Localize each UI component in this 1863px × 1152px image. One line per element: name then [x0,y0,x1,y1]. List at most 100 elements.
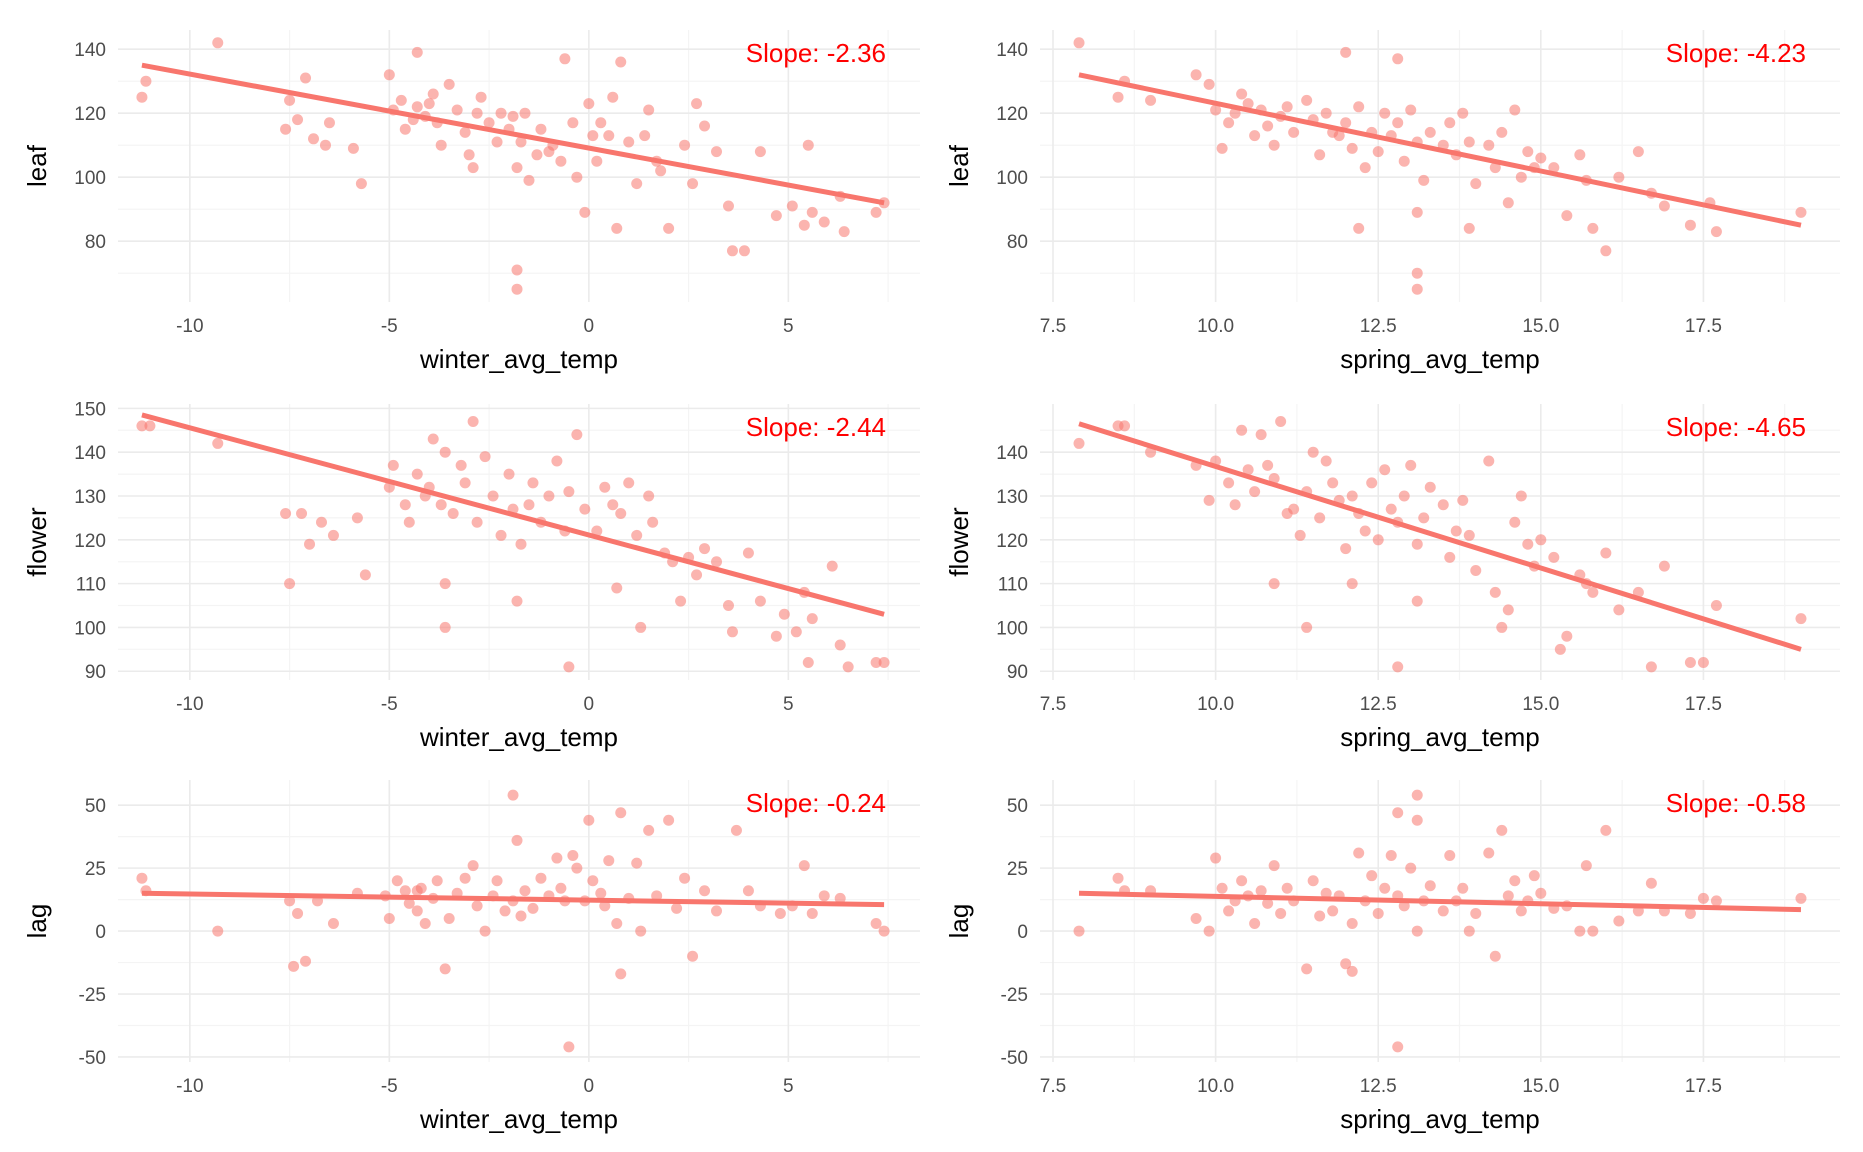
data-point [136,420,148,432]
x-tick-label: 17.5 [1685,694,1722,715]
data-point [798,219,810,231]
data-point [786,200,798,212]
data-point [1112,872,1124,884]
data-point [631,178,643,190]
data-point [595,117,607,129]
data-point [802,139,814,151]
data-point [1587,925,1599,937]
data-point [1457,107,1469,119]
y-axis-title: flower [22,507,52,577]
panel-3: -10 -5 0 5 90 100 110 120 130 140 150 Slope: -2.44 w… [22,399,920,752]
y-tick-label: 0 [1017,922,1028,943]
y-tick-label: 50 [1007,796,1028,817]
data-point [878,925,890,937]
data-point [1340,46,1352,58]
slope-annotation: Slope: -0.58 [1666,788,1806,818]
data-point [615,807,627,819]
data-point [563,486,575,498]
data-point [1346,918,1358,930]
data-point [607,499,619,511]
data-point [1327,905,1339,917]
data-point [838,226,850,238]
y-tick-label: -50 [79,1048,106,1069]
data-point [711,146,723,158]
data-point [395,94,407,106]
data-point [1632,146,1644,158]
data-point [284,94,296,106]
slope-annotation: Slope: -2.44 [746,412,886,442]
data-point [543,490,555,502]
data-point [722,600,734,612]
y-axis-title: leaf [944,144,974,187]
data-point [1281,882,1293,894]
data-point [1223,117,1235,129]
data-point [1268,578,1280,590]
data-point [1366,870,1378,882]
data-point [1314,512,1326,524]
data-point [1255,885,1267,897]
y-tick-label: 25 [1007,859,1028,880]
data-point [511,283,523,295]
x-tick-label: -5 [381,694,398,715]
data-point [1307,446,1319,458]
y-tick-label: 120 [74,104,106,125]
y-tick-label: 140 [996,40,1028,61]
data-point [212,437,224,449]
data-point [479,925,491,937]
data-point [1236,424,1248,436]
data-point [1236,875,1248,887]
data-point [212,925,224,937]
data-point [323,117,335,129]
x-tick-label: 12.5 [1360,1076,1397,1097]
x-tick-label: 7.5 [1040,316,1066,337]
slope-annotation: Slope: -0.24 [746,788,886,818]
y-tick-label: 100 [74,618,106,639]
data-point [511,595,523,607]
data-point [563,661,575,673]
data-point [559,53,571,65]
data-point [1470,178,1482,190]
data-point [754,595,766,607]
data-point [555,155,567,167]
data-point [1684,219,1696,231]
data-point [447,508,459,520]
data-point [615,968,627,980]
data-point [623,136,635,148]
data-point [1320,887,1332,899]
regression-line [1078,890,1802,913]
y-tick-label: -25 [79,985,106,1006]
data-point [1411,595,1423,607]
data-point [711,556,723,568]
data-point [834,639,846,651]
data-point [1613,604,1625,616]
data-point [1346,142,1358,154]
data-point [1294,529,1306,541]
data-point [551,455,563,467]
x-tick-label: 7.5 [1040,694,1066,715]
data-point [515,136,527,148]
data-point [495,529,507,541]
data-point [1398,155,1410,167]
x-tick-label: 0 [584,1076,595,1097]
data-point [1535,534,1547,546]
data-point [1437,905,1449,917]
data-point [1561,630,1573,642]
data-point [1392,117,1404,129]
data-point [1502,890,1514,902]
data-point [607,91,619,103]
data-point [1210,104,1222,116]
data-point [1411,814,1423,826]
data-point [455,459,467,471]
x-tick-label: 10.0 [1197,694,1234,715]
data-point [611,222,623,234]
data-point [515,538,527,550]
data-point [443,78,455,90]
data-point [1320,455,1332,467]
data-point [427,88,439,100]
data-point [1216,882,1228,894]
data-point [643,490,655,502]
data-point [499,905,511,917]
data-point [423,98,435,110]
data-point [1385,850,1397,862]
data-point [1548,551,1560,563]
